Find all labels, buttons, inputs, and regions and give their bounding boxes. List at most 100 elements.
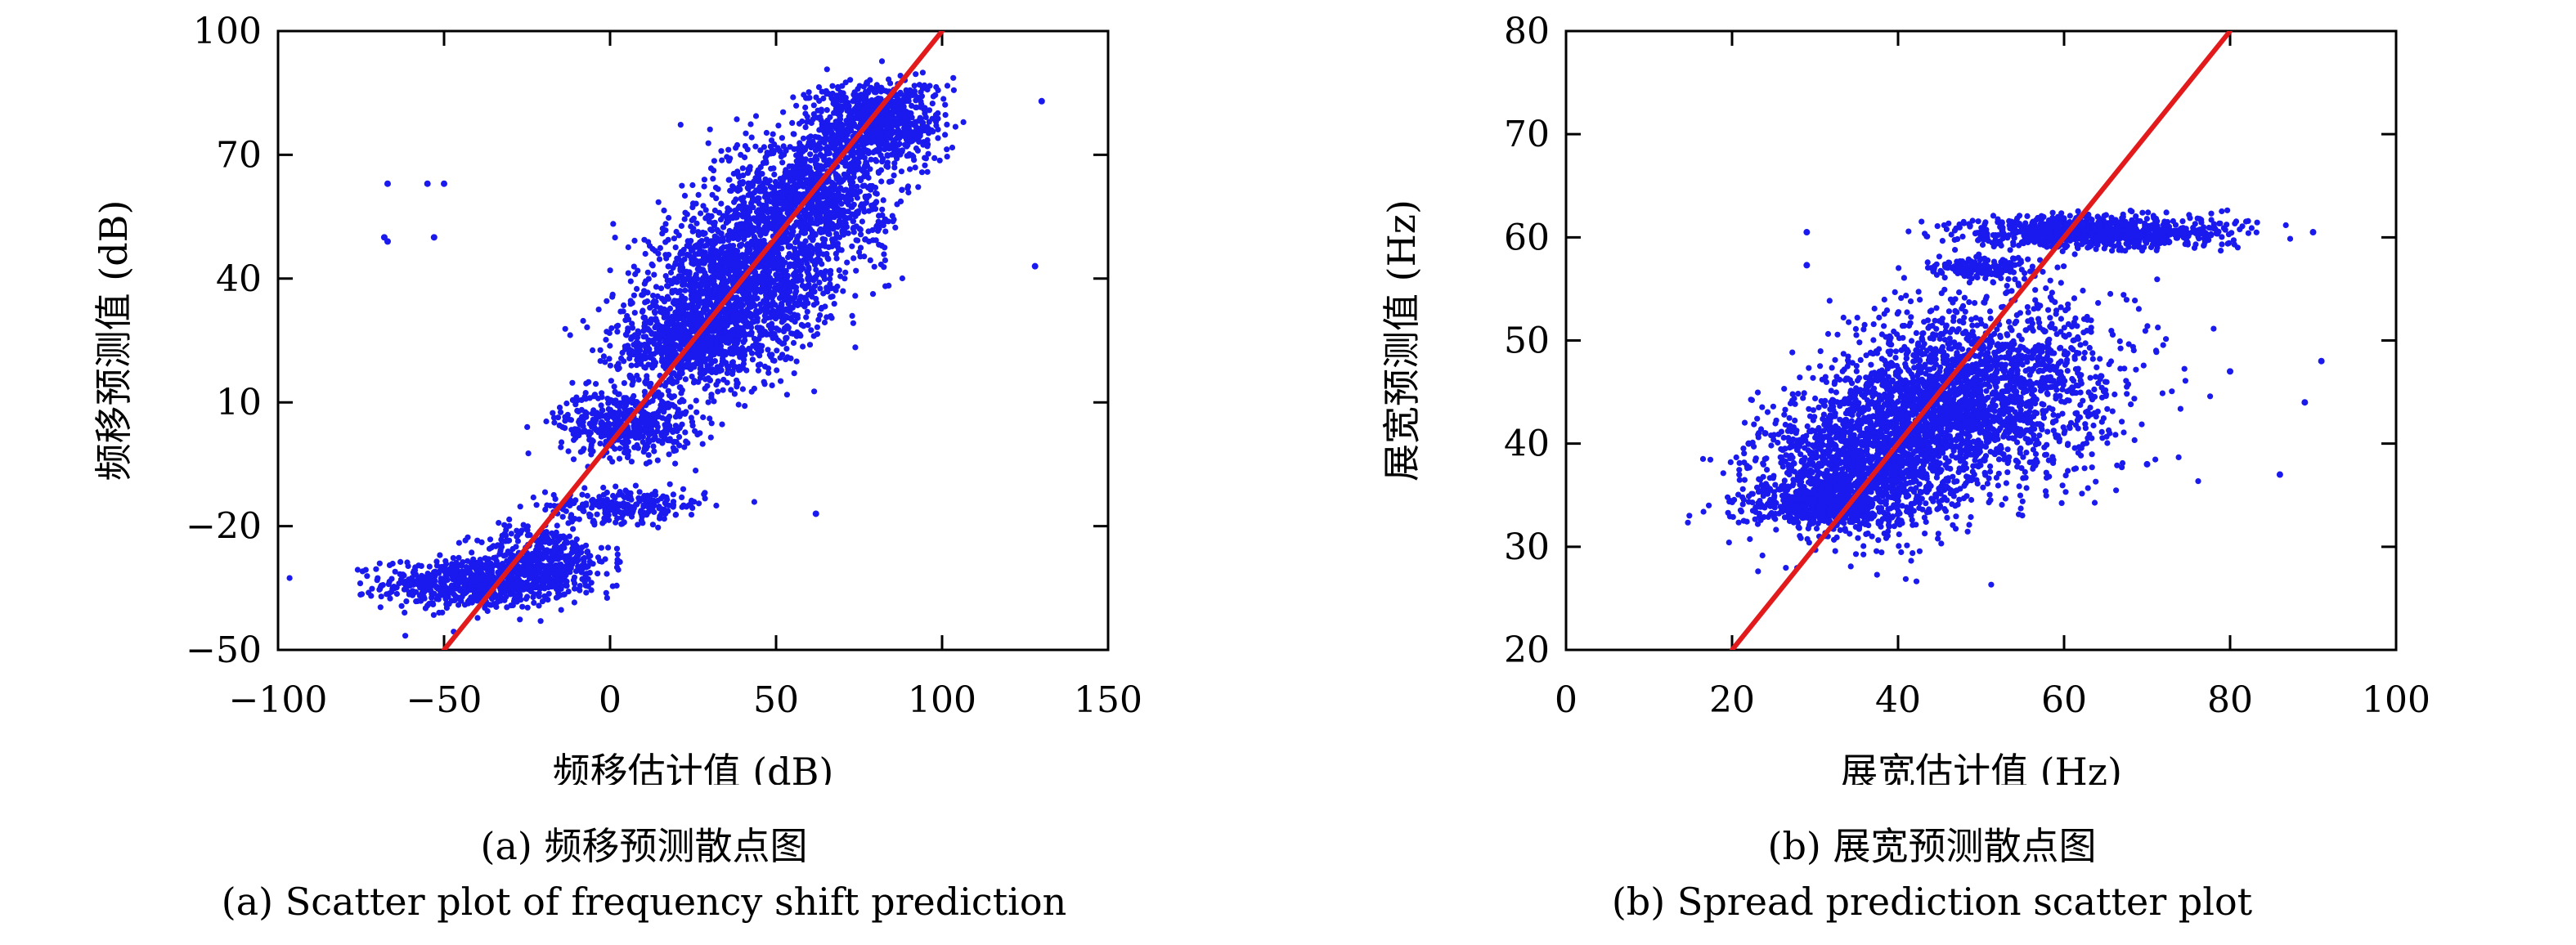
scatter-point [739,165,746,172]
scatter-point [769,352,775,358]
scatter-point [505,549,511,556]
scatter-point [651,308,658,315]
scatter-point [539,544,545,551]
scatter-point [645,239,652,245]
scatter-point [531,599,537,607]
scatter-point [688,512,695,518]
scatter-point [755,167,761,173]
scatter-point [827,281,833,288]
scatter-point [536,602,542,609]
x-axis-title: 频移估计值 (dB) [553,750,834,785]
scatter-point [622,343,628,350]
scatter-point [770,299,776,306]
scatter-point [648,491,655,498]
scatter-point [545,584,552,591]
scatter-point [627,397,634,404]
x-tick-label: 0 [599,679,622,721]
scatter-point [751,225,757,231]
scatter-point [558,444,564,450]
scatter-point [474,568,481,575]
scatter-point [821,319,828,326]
scatter-point [769,320,775,327]
scatter-point [755,367,762,374]
scatter-point [514,527,520,534]
scatter-point [719,157,725,163]
scatter-point [530,494,536,501]
scatter-point [668,280,675,287]
scatter-point [726,177,733,183]
scatter-point [614,551,621,558]
scatter-point [642,427,649,433]
scatter-point [752,302,758,309]
scatter-point [802,285,809,292]
scatter-point [597,347,604,353]
scatter-point [600,491,608,498]
scatter-point [734,214,740,221]
scatter-point [761,329,769,335]
scatter-point [681,216,688,222]
scatter-point [749,350,756,356]
scatter-point [536,567,543,573]
scatter-point [621,302,627,309]
scatter-point [441,581,447,588]
scatter-point [698,363,704,369]
scatter-point [577,583,583,589]
scatter-point [704,383,711,389]
scatter-point [800,265,806,271]
scatter-point [685,359,692,365]
scatter-point [562,414,568,420]
scatter-point [563,400,570,407]
scatter-point [597,441,604,447]
scatter-point [634,441,640,449]
scatter-point [600,353,608,360]
scatter-point [700,203,707,209]
scatter-point [653,298,659,305]
scatter-point [608,499,615,506]
scatter-point [720,387,726,393]
scatter-point [626,355,633,361]
scatter-point [629,320,635,327]
scatter-point [658,495,665,502]
scatter-point [678,262,685,268]
scatter-point [718,367,725,374]
scatter-point [724,322,730,329]
scatter-point [700,349,707,356]
scatter-point [800,135,807,141]
scatter-point [726,332,734,338]
scatter-point [849,243,855,249]
scatter-point [881,251,887,258]
scatter-point [850,229,857,235]
scatter-point [817,285,824,292]
scatter-point [771,171,778,178]
scatter-point [693,276,699,284]
scatter-point [702,215,709,222]
scatter-point [602,359,608,365]
scatter-point [891,172,897,179]
y-tick-label: 40 [216,258,262,300]
scatter-point [671,235,678,242]
scatter-point [662,500,670,508]
scatter-point [732,310,738,316]
scatter-point [504,604,510,611]
scatter-point [648,338,655,344]
scatter-point [732,320,738,326]
scatter-point [705,140,711,146]
scatter-point [720,224,727,231]
scatter-point [590,419,597,426]
x-tick-label: 100 [908,679,976,721]
scatter-point [770,279,776,285]
scatter-point [622,502,629,508]
scatter-point [539,535,545,541]
scatter-point [626,316,632,323]
scatter-point [709,351,716,358]
scatter-point [459,572,465,579]
scatter-point [643,278,649,284]
scatter-point [682,410,689,417]
scatter-point [598,499,604,505]
scatter-point [642,443,648,450]
scatter-point [579,566,586,572]
scatter-point [566,533,573,540]
scatter-point [638,517,645,524]
scatter-point [719,259,725,266]
scatter-point [718,361,725,368]
